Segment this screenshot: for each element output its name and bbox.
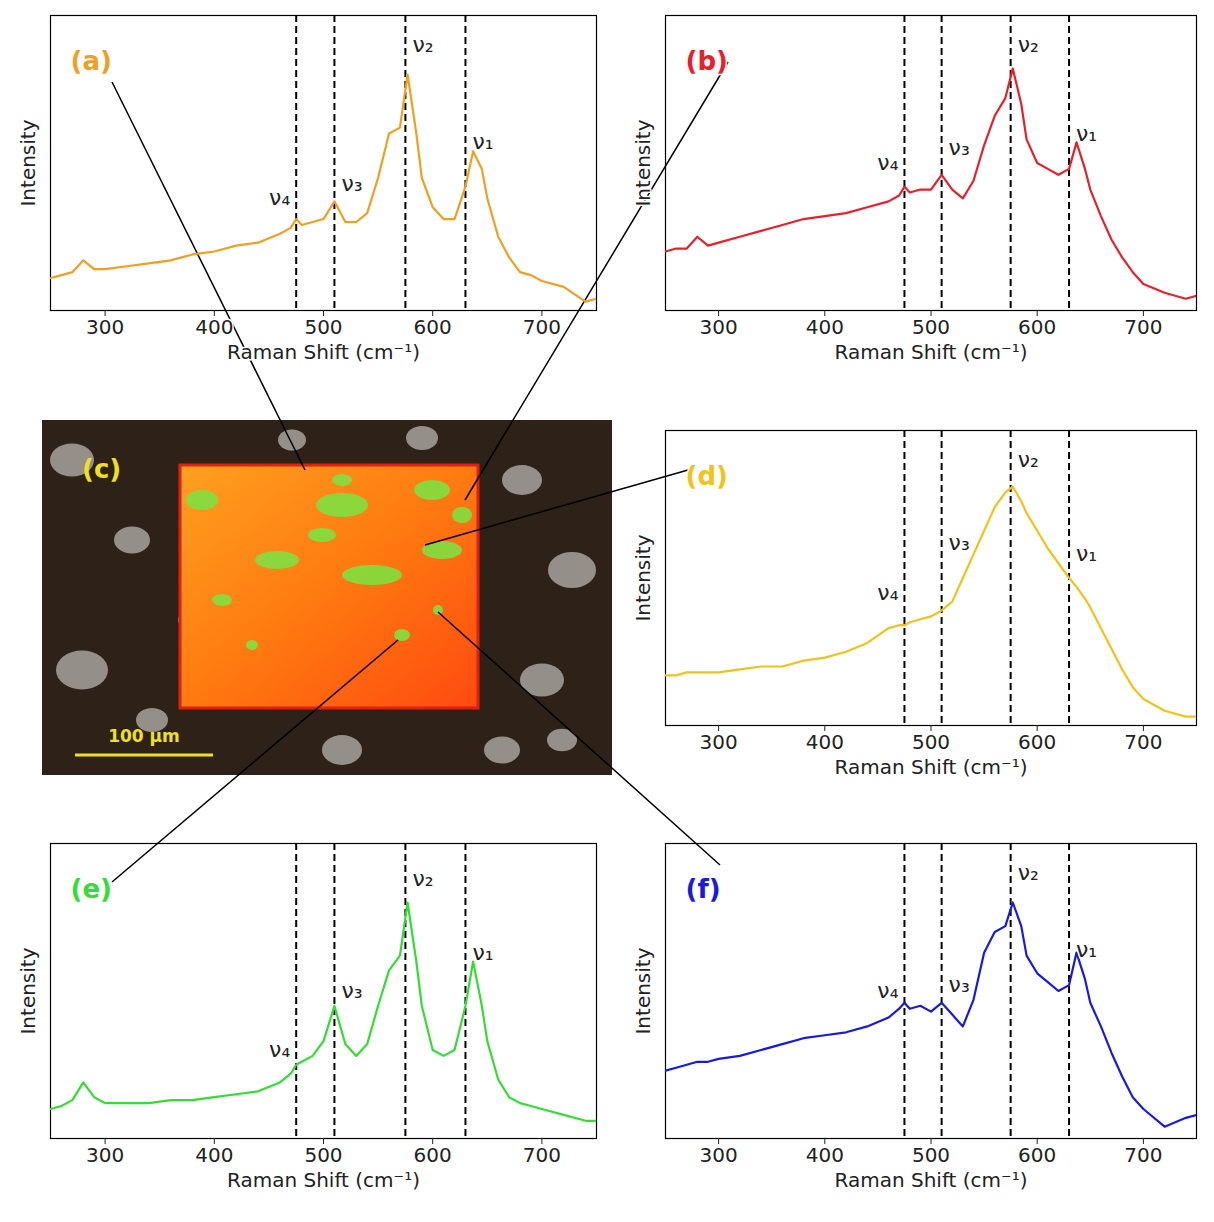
- svg-text:Intensity: Intensity: [16, 119, 40, 206]
- svg-text:100 µm: 100 µm: [108, 726, 180, 746]
- svg-text:600: 600: [1018, 315, 1056, 339]
- svg-text:600: 600: [1018, 730, 1056, 754]
- svg-text:Raman Shift (cm⁻¹): Raman Shift (cm⁻¹): [227, 1168, 420, 1192]
- svg-text:ν₂: ν₂: [1018, 860, 1039, 885]
- svg-text:(a): (a): [71, 46, 112, 76]
- svg-text:400: 400: [806, 315, 844, 339]
- svg-text:Raman Shift (cm⁻¹): Raman Shift (cm⁻¹): [835, 340, 1028, 364]
- svg-text:ν₂: ν₂: [1018, 447, 1039, 472]
- svg-text:ν₂: ν₂: [1018, 32, 1039, 57]
- svg-text:300: 300: [86, 1143, 124, 1167]
- svg-text:700: 700: [1124, 730, 1162, 754]
- svg-text:ν₄: ν₄: [877, 150, 898, 175]
- svg-text:400: 400: [195, 1143, 233, 1167]
- svg-text:ν₄: ν₄: [269, 1037, 290, 1062]
- svg-text:400: 400: [195, 315, 233, 339]
- svg-text:Intensity: Intensity: [631, 534, 655, 621]
- svg-text:ν₃: ν₃: [949, 530, 970, 555]
- svg-text:Raman Shift (cm⁻¹): Raman Shift (cm⁻¹): [835, 1168, 1028, 1192]
- svg-text:ν₁: ν₁: [472, 129, 493, 154]
- svg-text:500: 500: [912, 730, 950, 754]
- svg-text:Intensity: Intensity: [631, 119, 655, 206]
- svg-text:ν₄: ν₄: [877, 580, 898, 605]
- svg-text:(c): (c): [82, 454, 121, 484]
- svg-text:400: 400: [806, 1143, 844, 1167]
- svg-text:(d): (d): [686, 461, 728, 491]
- svg-text:(e): (e): [71, 874, 112, 904]
- svg-text:700: 700: [1124, 315, 1162, 339]
- svg-text:600: 600: [1018, 1143, 1056, 1167]
- svg-text:ν₂: ν₂: [412, 32, 433, 57]
- svg-text:500: 500: [912, 315, 950, 339]
- svg-text:600: 600: [414, 1143, 452, 1167]
- svg-text:700: 700: [523, 315, 561, 339]
- svg-text:ν₃: ν₃: [949, 972, 970, 997]
- svg-text:ν₃: ν₃: [949, 135, 970, 160]
- svg-text:500: 500: [304, 315, 342, 339]
- svg-text:600: 600: [414, 315, 452, 339]
- svg-text:(f): (f): [686, 874, 721, 904]
- svg-text:ν₁: ν₁: [1076, 121, 1097, 146]
- svg-text:500: 500: [912, 1143, 950, 1167]
- svg-text:(b): (b): [686, 46, 728, 76]
- svg-text:Intensity: Intensity: [16, 947, 40, 1034]
- svg-text:ν₂: ν₂: [412, 866, 433, 891]
- svg-text:ν₃: ν₃: [341, 978, 362, 1003]
- svg-text:500: 500: [304, 1143, 342, 1167]
- svg-text:700: 700: [1124, 1143, 1162, 1167]
- svg-text:700: 700: [523, 1143, 561, 1167]
- svg-text:ν₁: ν₁: [1076, 937, 1097, 962]
- svg-text:ν₁: ν₁: [472, 940, 493, 965]
- svg-text:ν₁: ν₁: [1076, 541, 1097, 566]
- svg-text:Raman Shift (cm⁻¹): Raman Shift (cm⁻¹): [227, 340, 420, 364]
- svg-text:ν₃: ν₃: [341, 171, 362, 196]
- svg-text:300: 300: [700, 1143, 738, 1167]
- svg-text:300: 300: [700, 315, 738, 339]
- svg-text:300: 300: [86, 315, 124, 339]
- svg-text:Intensity: Intensity: [631, 947, 655, 1034]
- svg-text:ν₄: ν₄: [269, 185, 290, 210]
- svg-text:ν₄: ν₄: [877, 978, 898, 1003]
- svg-text:Raman Shift (cm⁻¹): Raman Shift (cm⁻¹): [835, 755, 1028, 779]
- svg-text:400: 400: [806, 730, 844, 754]
- svg-text:300: 300: [700, 730, 738, 754]
